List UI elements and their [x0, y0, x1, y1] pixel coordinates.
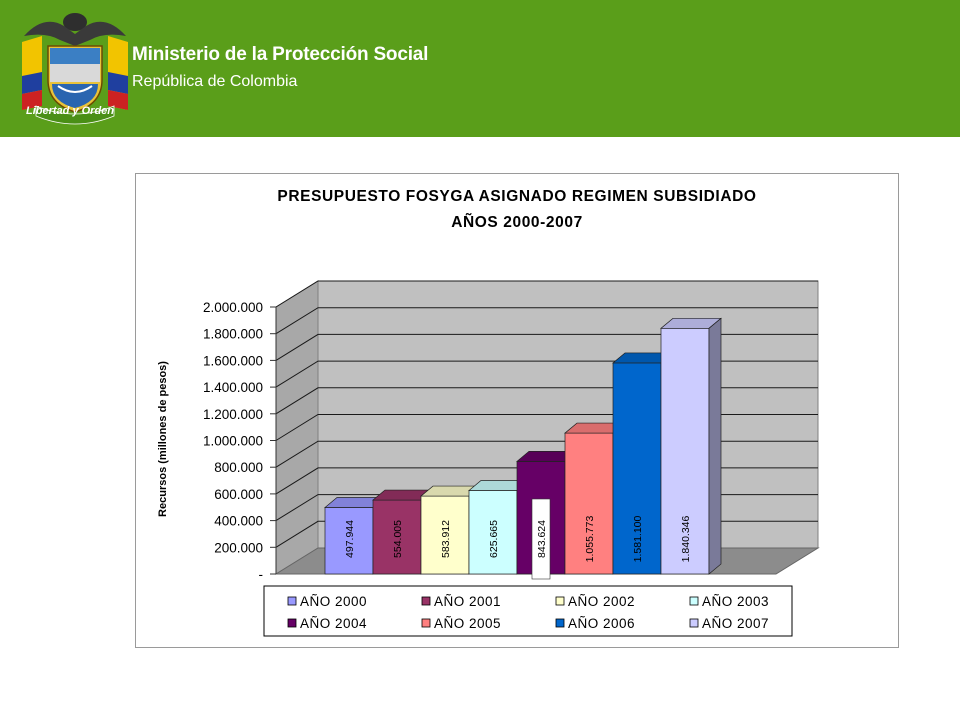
chart-subtitle: AÑOS 2000-2007: [451, 214, 583, 231]
bar-front: [372, 499, 422, 575]
legend-swatch: [421, 596, 431, 606]
legend-label: AÑO 2007: [702, 616, 769, 631]
motto-text: Libertad y Orden: [26, 105, 115, 117]
data-label: 625.665: [488, 520, 500, 558]
legend-label: AÑO 2001: [434, 594, 501, 609]
y-axis-label: Recursos (millones de pesos): [157, 361, 169, 517]
legend-label: AÑO 2003: [702, 594, 769, 609]
data-label: 1.055.773: [584, 515, 596, 562]
data-label: 1.581.100: [632, 515, 644, 562]
y-tick-label: 800.000: [214, 460, 263, 475]
chart-title: PRESUPUESTO FOSYGA ASIGNADO REGIMEN SUBS…: [277, 188, 757, 205]
y-tick-label: 200.000: [214, 540, 263, 555]
chart-panel: PRESUPUESTO FOSYGA ASIGNADO REGIMEN SUBS…: [135, 173, 899, 648]
legend-label: AÑO 2004: [300, 616, 367, 631]
y-tick-label: 1.400.000: [203, 380, 263, 395]
bar-front: [420, 495, 470, 575]
legend-label: AÑO 2002: [568, 594, 635, 609]
data-label: 554.005: [392, 520, 404, 558]
data-label-box: [531, 498, 551, 580]
y-tick-label: 1.200.000: [203, 407, 263, 422]
legend-swatch: [555, 596, 565, 606]
bar-side: [708, 317, 722, 575]
legend-swatch: [689, 596, 699, 606]
data-label: 497.944: [344, 520, 356, 558]
bar-front: [660, 327, 710, 575]
legend-swatch: [287, 618, 297, 628]
data-label: 583.912: [440, 520, 452, 558]
data-label: 843.624: [536, 520, 548, 558]
bar-chart: - 200.000 400.000 600.000 800.000 1.000.000 1.…: [157, 280, 820, 637]
bar-front: [468, 490, 518, 575]
legend-label: AÑO 2006: [568, 616, 635, 631]
header-banner: Ministerio de la Protección Social Repúb…: [0, 0, 960, 137]
legend-swatch: [287, 596, 297, 606]
coat-of-arms-logo: [22, 13, 128, 125]
y-tick-label: 400.000: [214, 514, 263, 529]
bar-front: [564, 432, 614, 575]
data-label: 1.840.346: [680, 515, 692, 562]
y-tick-label: 600.000: [214, 487, 263, 502]
bar-front: [612, 362, 662, 575]
legend-swatch: [689, 618, 699, 628]
gridline: [275, 280, 818, 308]
republic-name: República de Colombia: [132, 73, 298, 90]
y-tick-label: 1.000.000: [203, 434, 263, 449]
ministry-name: Ministerio de la Protección Social: [132, 44, 429, 65]
legend-swatch: [421, 618, 431, 628]
legend-swatch: [555, 618, 565, 628]
y-tick-label: 1.800.000: [203, 327, 263, 342]
y-tick-label: 1.600.000: [203, 353, 263, 368]
y-tick-label: -: [259, 567, 264, 582]
legend-label: AÑO 2000: [300, 594, 367, 609]
gridline: [275, 333, 818, 361]
gridline: [275, 307, 818, 335]
legend-label: AÑO 2005: [434, 616, 501, 631]
legend-box: [263, 585, 793, 637]
y-tick-label: 2.000.000: [203, 300, 263, 315]
